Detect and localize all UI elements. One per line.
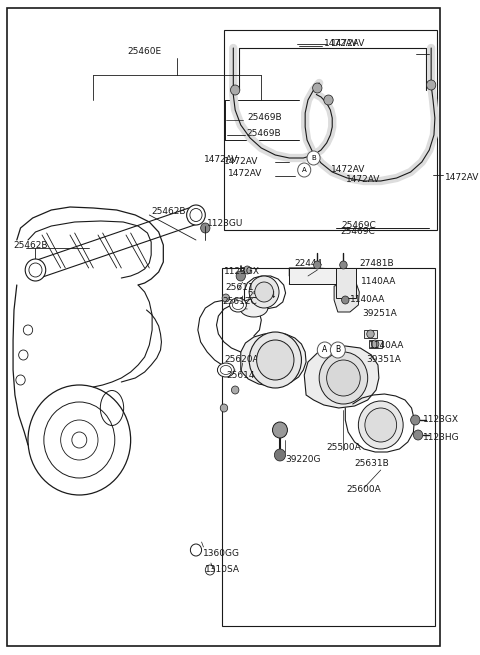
Bar [364, 330, 377, 338]
Text: 1140AA: 1140AA [350, 295, 385, 305]
Text: 25600A: 25600A [347, 485, 381, 495]
Text: 1140AA: 1140AA [361, 278, 396, 286]
Text: 25460E: 25460E [128, 48, 162, 56]
Polygon shape [304, 346, 379, 408]
Bar [289, 268, 345, 284]
Text: 1472AV: 1472AV [331, 166, 366, 174]
Ellipse shape [229, 298, 246, 312]
Text: 1123GX: 1123GX [423, 415, 459, 424]
Circle shape [273, 422, 288, 438]
Circle shape [222, 294, 229, 302]
Text: 25612C: 25612C [222, 297, 257, 307]
Text: 1123HG: 1123HG [423, 432, 459, 441]
Bar [336, 268, 357, 298]
Text: 1123GU: 1123GU [207, 219, 243, 227]
Circle shape [359, 401, 403, 449]
Text: 1472AV: 1472AV [331, 39, 366, 48]
Bar [224, 30, 437, 230]
Text: 1472AV: 1472AV [224, 157, 258, 166]
Text: A: A [322, 345, 327, 354]
Circle shape [249, 332, 301, 388]
Circle shape [326, 360, 360, 396]
Text: 1360GG: 1360GG [203, 548, 240, 557]
Text: 39351A: 39351A [367, 356, 402, 364]
Circle shape [317, 342, 332, 358]
Text: 1310SA: 1310SA [205, 565, 240, 574]
Ellipse shape [217, 363, 234, 377]
Circle shape [413, 430, 423, 440]
Text: 1123GX: 1123GX [224, 267, 260, 276]
Text: 1140AA: 1140AA [369, 341, 404, 350]
Circle shape [231, 386, 239, 394]
Text: A: A [302, 167, 307, 173]
Polygon shape [334, 283, 360, 312]
Circle shape [324, 95, 333, 105]
Circle shape [255, 282, 274, 302]
Circle shape [342, 296, 349, 304]
Text: 39251A: 39251A [362, 309, 397, 318]
Text: B: B [335, 345, 340, 354]
Circle shape [340, 261, 347, 269]
Circle shape [275, 449, 286, 461]
Text: 1472AV: 1472AV [346, 176, 380, 185]
Text: 25469B: 25469B [246, 128, 281, 138]
Circle shape [201, 223, 210, 233]
Ellipse shape [187, 205, 205, 225]
Circle shape [307, 151, 320, 165]
Bar [222, 268, 435, 626]
Text: 25469C: 25469C [341, 227, 375, 236]
Text: 39220G: 39220G [286, 455, 321, 464]
Circle shape [220, 404, 228, 412]
Text: 22444: 22444 [294, 259, 322, 269]
Text: 25462B: 25462B [13, 240, 48, 250]
Text: B: B [311, 155, 316, 161]
Text: 25611: 25611 [226, 282, 254, 291]
Polygon shape [241, 333, 306, 386]
Circle shape [230, 85, 240, 95]
Circle shape [243, 266, 251, 274]
Circle shape [330, 342, 345, 358]
Text: 25620A: 25620A [224, 356, 259, 364]
Text: 25631B: 25631B [355, 458, 389, 468]
Circle shape [257, 340, 294, 380]
Text: 1472AV: 1472AV [204, 155, 238, 164]
Circle shape [319, 352, 368, 404]
Text: 25462B: 25462B [151, 208, 186, 217]
Text: 1472AV: 1472AV [445, 174, 480, 183]
Text: 27481B: 27481B [360, 259, 394, 269]
Circle shape [410, 415, 420, 425]
Circle shape [298, 163, 311, 177]
Text: 25500A: 25500A [326, 443, 361, 453]
Text: 1472AV: 1472AV [228, 168, 262, 178]
Circle shape [372, 340, 379, 348]
Ellipse shape [25, 259, 46, 281]
Bar [369, 340, 382, 348]
Circle shape [313, 261, 321, 269]
Text: 25469C: 25469C [342, 221, 376, 231]
Circle shape [365, 408, 396, 442]
Text: 25469B: 25469B [247, 113, 282, 121]
Circle shape [367, 330, 374, 338]
Circle shape [236, 271, 245, 281]
Circle shape [249, 276, 279, 308]
Circle shape [427, 80, 436, 90]
Ellipse shape [240, 299, 268, 317]
Text: 25614: 25614 [247, 291, 276, 299]
Text: 1472AV: 1472AV [324, 39, 358, 48]
Circle shape [312, 83, 322, 93]
Text: 25614: 25614 [227, 371, 255, 379]
